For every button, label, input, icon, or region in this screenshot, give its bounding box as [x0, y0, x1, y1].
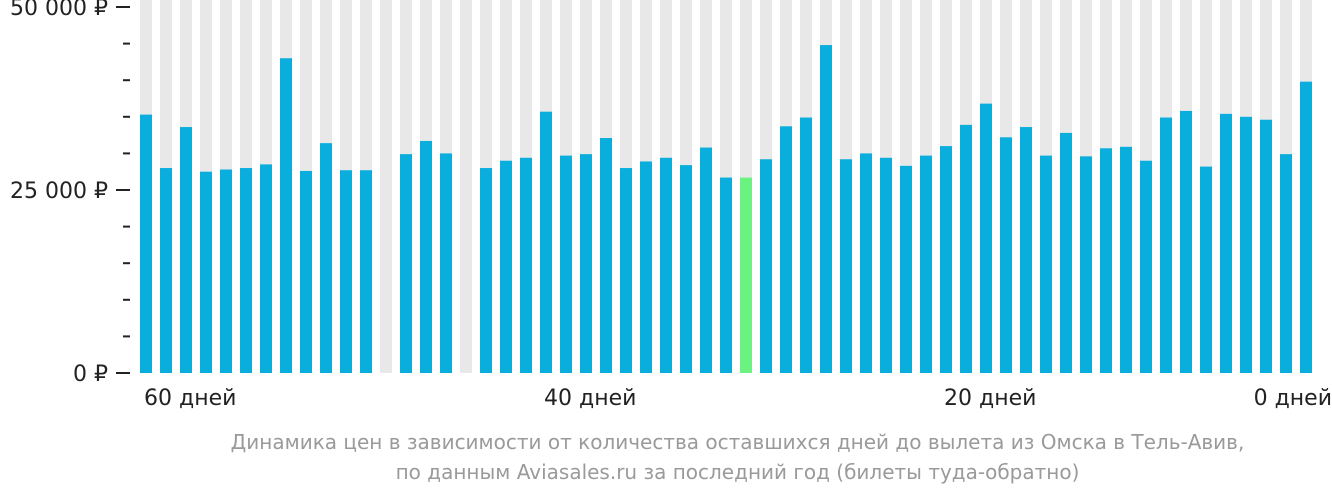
- x-axis: 60 дней 40 дней 20 дней 0 дней: [144, 386, 1332, 411]
- bar[interactable]: [900, 165, 912, 373]
- bar[interactable]: [420, 140, 432, 373]
- x-tick-label: 0 дней: [1254, 386, 1332, 411]
- bar[interactable]: [940, 146, 952, 373]
- bar[interactable]: [200, 171, 212, 373]
- bar[interactable]: [1100, 148, 1112, 373]
- bar[interactable]: [600, 138, 612, 373]
- bar[interactable]: [500, 160, 512, 373]
- bar[interactable]: [720, 177, 732, 373]
- bar[interactable]: [980, 103, 992, 374]
- bar-series: [140, 45, 1312, 374]
- bar[interactable]: [620, 168, 632, 373]
- bar[interactable]: [960, 124, 972, 374]
- bar[interactable]: [180, 127, 192, 373]
- bar[interactable]: [780, 126, 792, 373]
- chart-caption-line-2: по данным Aviasales.ru за последний год …: [395, 460, 1080, 484]
- bar[interactable]: [800, 117, 812, 373]
- bar[interactable]: [240, 168, 252, 373]
- bar[interactable]: [880, 157, 892, 373]
- bar[interactable]: [1180, 110, 1192, 373]
- bar[interactable]: [300, 170, 312, 373]
- bar[interactable]: [760, 159, 772, 373]
- bar[interactable]: [140, 114, 152, 373]
- bar[interactable]: [700, 147, 712, 373]
- bar[interactable]: [1220, 113, 1232, 373]
- x-tick-label: 60 дней: [144, 386, 236, 411]
- bar[interactable]: [340, 170, 352, 373]
- price-by-days-bar-chart: 50 000 ₽ 25 000 ₽ 0 ₽ 60 дней 40 дней 20 дне…: [10, 0, 1332, 411]
- bar[interactable]: [560, 155, 572, 373]
- y-axis: 50 000 ₽ 25 000 ₽ 0 ₽: [10, 0, 130, 387]
- bar[interactable]: [1260, 119, 1272, 373]
- y-tick-label: 0 ₽: [73, 362, 108, 387]
- bar[interactable]: [520, 157, 532, 373]
- bar[interactable]: [1200, 166, 1212, 373]
- bar[interactable]: [1300, 81, 1312, 373]
- bar[interactable]: [1120, 146, 1132, 373]
- bar[interactable]: [660, 157, 672, 373]
- bar[interactable]: [260, 164, 272, 373]
- bar[interactable]: [480, 168, 492, 373]
- bar[interactable]: [1020, 127, 1032, 373]
- bar[interactable]: [160, 168, 172, 373]
- bar[interactable]: [1000, 137, 1012, 373]
- background-band: [380, 0, 392, 373]
- bar[interactable]: [440, 153, 452, 373]
- bar[interactable]: [1080, 156, 1092, 373]
- bar[interactable]: [820, 45, 832, 374]
- bar[interactable]: [360, 170, 372, 373]
- x-tick-label: 40 дней: [544, 386, 636, 411]
- bar[interactable]: [320, 143, 332, 373]
- chart-caption-line-1: Динамика цен в зависимости от количества…: [230, 430, 1245, 454]
- y-tick-label: 25 000 ₽: [10, 179, 108, 204]
- bar[interactable]: [400, 154, 412, 373]
- bar[interactable]: [840, 159, 852, 373]
- bar[interactable]: [1240, 116, 1252, 374]
- bar[interactable]: [1160, 117, 1172, 373]
- background-band: [460, 0, 472, 373]
- bar[interactable]: [1060, 132, 1072, 373]
- x-tick-label: 20 дней: [944, 386, 1036, 411]
- bar[interactable]: [280, 58, 292, 374]
- bar[interactable]: [1140, 160, 1152, 373]
- bar[interactable]: [920, 155, 932, 373]
- bar[interactable]: [1040, 155, 1052, 373]
- bar[interactable]: [640, 161, 652, 373]
- bar[interactable]: [1280, 154, 1292, 373]
- bar[interactable]: [860, 153, 872, 373]
- bar[interactable]: [680, 165, 692, 373]
- bar[interactable]: [220, 169, 232, 373]
- bar-highlighted[interactable]: [740, 177, 752, 373]
- bar[interactable]: [540, 111, 552, 374]
- y-tick-label: 50 000 ₽: [10, 0, 108, 21]
- bar[interactable]: [580, 154, 592, 373]
